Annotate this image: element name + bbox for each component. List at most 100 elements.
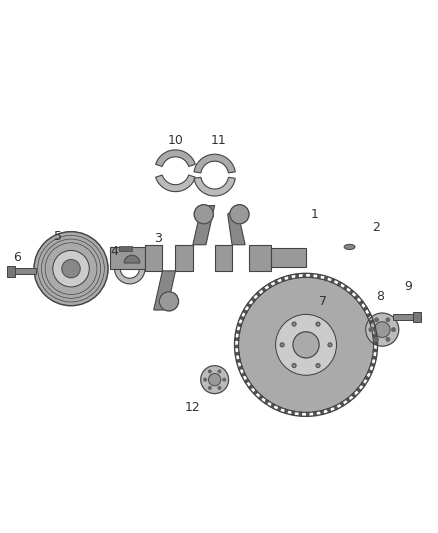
Polygon shape — [235, 352, 239, 355]
Circle shape — [386, 318, 390, 321]
Bar — [215, 245, 232, 271]
Bar — [413, 312, 420, 322]
Ellipse shape — [344, 244, 355, 249]
Polygon shape — [360, 382, 366, 386]
Polygon shape — [234, 345, 239, 348]
Polygon shape — [306, 412, 309, 416]
Polygon shape — [256, 292, 261, 297]
Polygon shape — [237, 323, 242, 327]
Bar — [393, 314, 417, 320]
Circle shape — [386, 338, 390, 341]
Polygon shape — [277, 407, 282, 411]
Polygon shape — [374, 342, 378, 345]
Circle shape — [316, 364, 320, 368]
Polygon shape — [327, 408, 331, 413]
Text: 8: 8 — [376, 290, 384, 303]
Text: 11: 11 — [211, 134, 227, 147]
Circle shape — [62, 260, 80, 278]
Circle shape — [53, 251, 89, 287]
Text: 6: 6 — [13, 251, 21, 264]
Polygon shape — [369, 320, 374, 324]
Polygon shape — [115, 254, 145, 269]
Polygon shape — [258, 395, 263, 400]
Circle shape — [223, 378, 226, 381]
Polygon shape — [274, 280, 279, 285]
Circle shape — [201, 366, 229, 393]
Text: 1: 1 — [311, 208, 319, 221]
Polygon shape — [317, 274, 321, 279]
Circle shape — [292, 364, 296, 368]
Polygon shape — [248, 384, 254, 389]
Polygon shape — [155, 175, 195, 192]
Circle shape — [392, 328, 395, 332]
Polygon shape — [155, 150, 195, 166]
Text: 5: 5 — [54, 230, 62, 243]
Polygon shape — [241, 372, 246, 376]
Polygon shape — [251, 297, 256, 302]
Polygon shape — [363, 306, 368, 311]
Wedge shape — [124, 255, 140, 263]
Polygon shape — [366, 313, 371, 318]
Polygon shape — [262, 287, 266, 292]
Polygon shape — [351, 393, 356, 398]
Polygon shape — [281, 277, 285, 282]
Circle shape — [208, 370, 211, 373]
Polygon shape — [340, 401, 344, 407]
Circle shape — [328, 343, 332, 347]
Polygon shape — [343, 285, 348, 290]
Polygon shape — [349, 290, 353, 295]
Bar — [110, 247, 145, 269]
Text: 9: 9 — [404, 280, 412, 293]
Polygon shape — [244, 378, 249, 383]
Circle shape — [375, 338, 378, 341]
Polygon shape — [194, 177, 235, 196]
Polygon shape — [265, 399, 269, 405]
Bar — [7, 266, 15, 277]
Circle shape — [292, 322, 296, 326]
Text: 2: 2 — [372, 221, 380, 234]
Polygon shape — [238, 366, 243, 370]
Polygon shape — [296, 274, 299, 278]
Polygon shape — [193, 206, 215, 245]
Circle shape — [239, 277, 374, 413]
Bar — [145, 245, 162, 271]
Circle shape — [369, 328, 373, 332]
Circle shape — [159, 292, 179, 311]
Bar — [176, 245, 193, 271]
Polygon shape — [324, 276, 328, 281]
Bar — [250, 245, 271, 271]
Polygon shape — [373, 349, 378, 352]
Circle shape — [276, 314, 336, 375]
Polygon shape — [288, 275, 292, 280]
Polygon shape — [337, 281, 341, 286]
Polygon shape — [331, 278, 335, 283]
Polygon shape — [359, 301, 364, 305]
Polygon shape — [372, 356, 377, 359]
Polygon shape — [320, 410, 324, 415]
Text: 3: 3 — [154, 232, 162, 245]
Text: 10: 10 — [168, 134, 184, 147]
Polygon shape — [367, 369, 372, 374]
Polygon shape — [346, 398, 350, 402]
Text: 4: 4 — [111, 245, 119, 258]
Circle shape — [293, 332, 319, 358]
Polygon shape — [194, 154, 235, 173]
Polygon shape — [364, 376, 369, 380]
Polygon shape — [154, 271, 176, 310]
Circle shape — [204, 378, 206, 381]
Polygon shape — [373, 335, 377, 338]
Polygon shape — [354, 295, 359, 300]
Circle shape — [218, 370, 221, 373]
Polygon shape — [253, 390, 258, 395]
Polygon shape — [235, 338, 239, 341]
Circle shape — [34, 232, 108, 305]
Polygon shape — [370, 362, 375, 367]
Polygon shape — [236, 359, 241, 362]
Circle shape — [218, 386, 221, 389]
Text: 12: 12 — [185, 401, 201, 415]
Polygon shape — [268, 283, 272, 288]
Circle shape — [375, 318, 378, 321]
Circle shape — [208, 374, 221, 386]
Polygon shape — [299, 412, 302, 416]
Polygon shape — [333, 405, 338, 410]
